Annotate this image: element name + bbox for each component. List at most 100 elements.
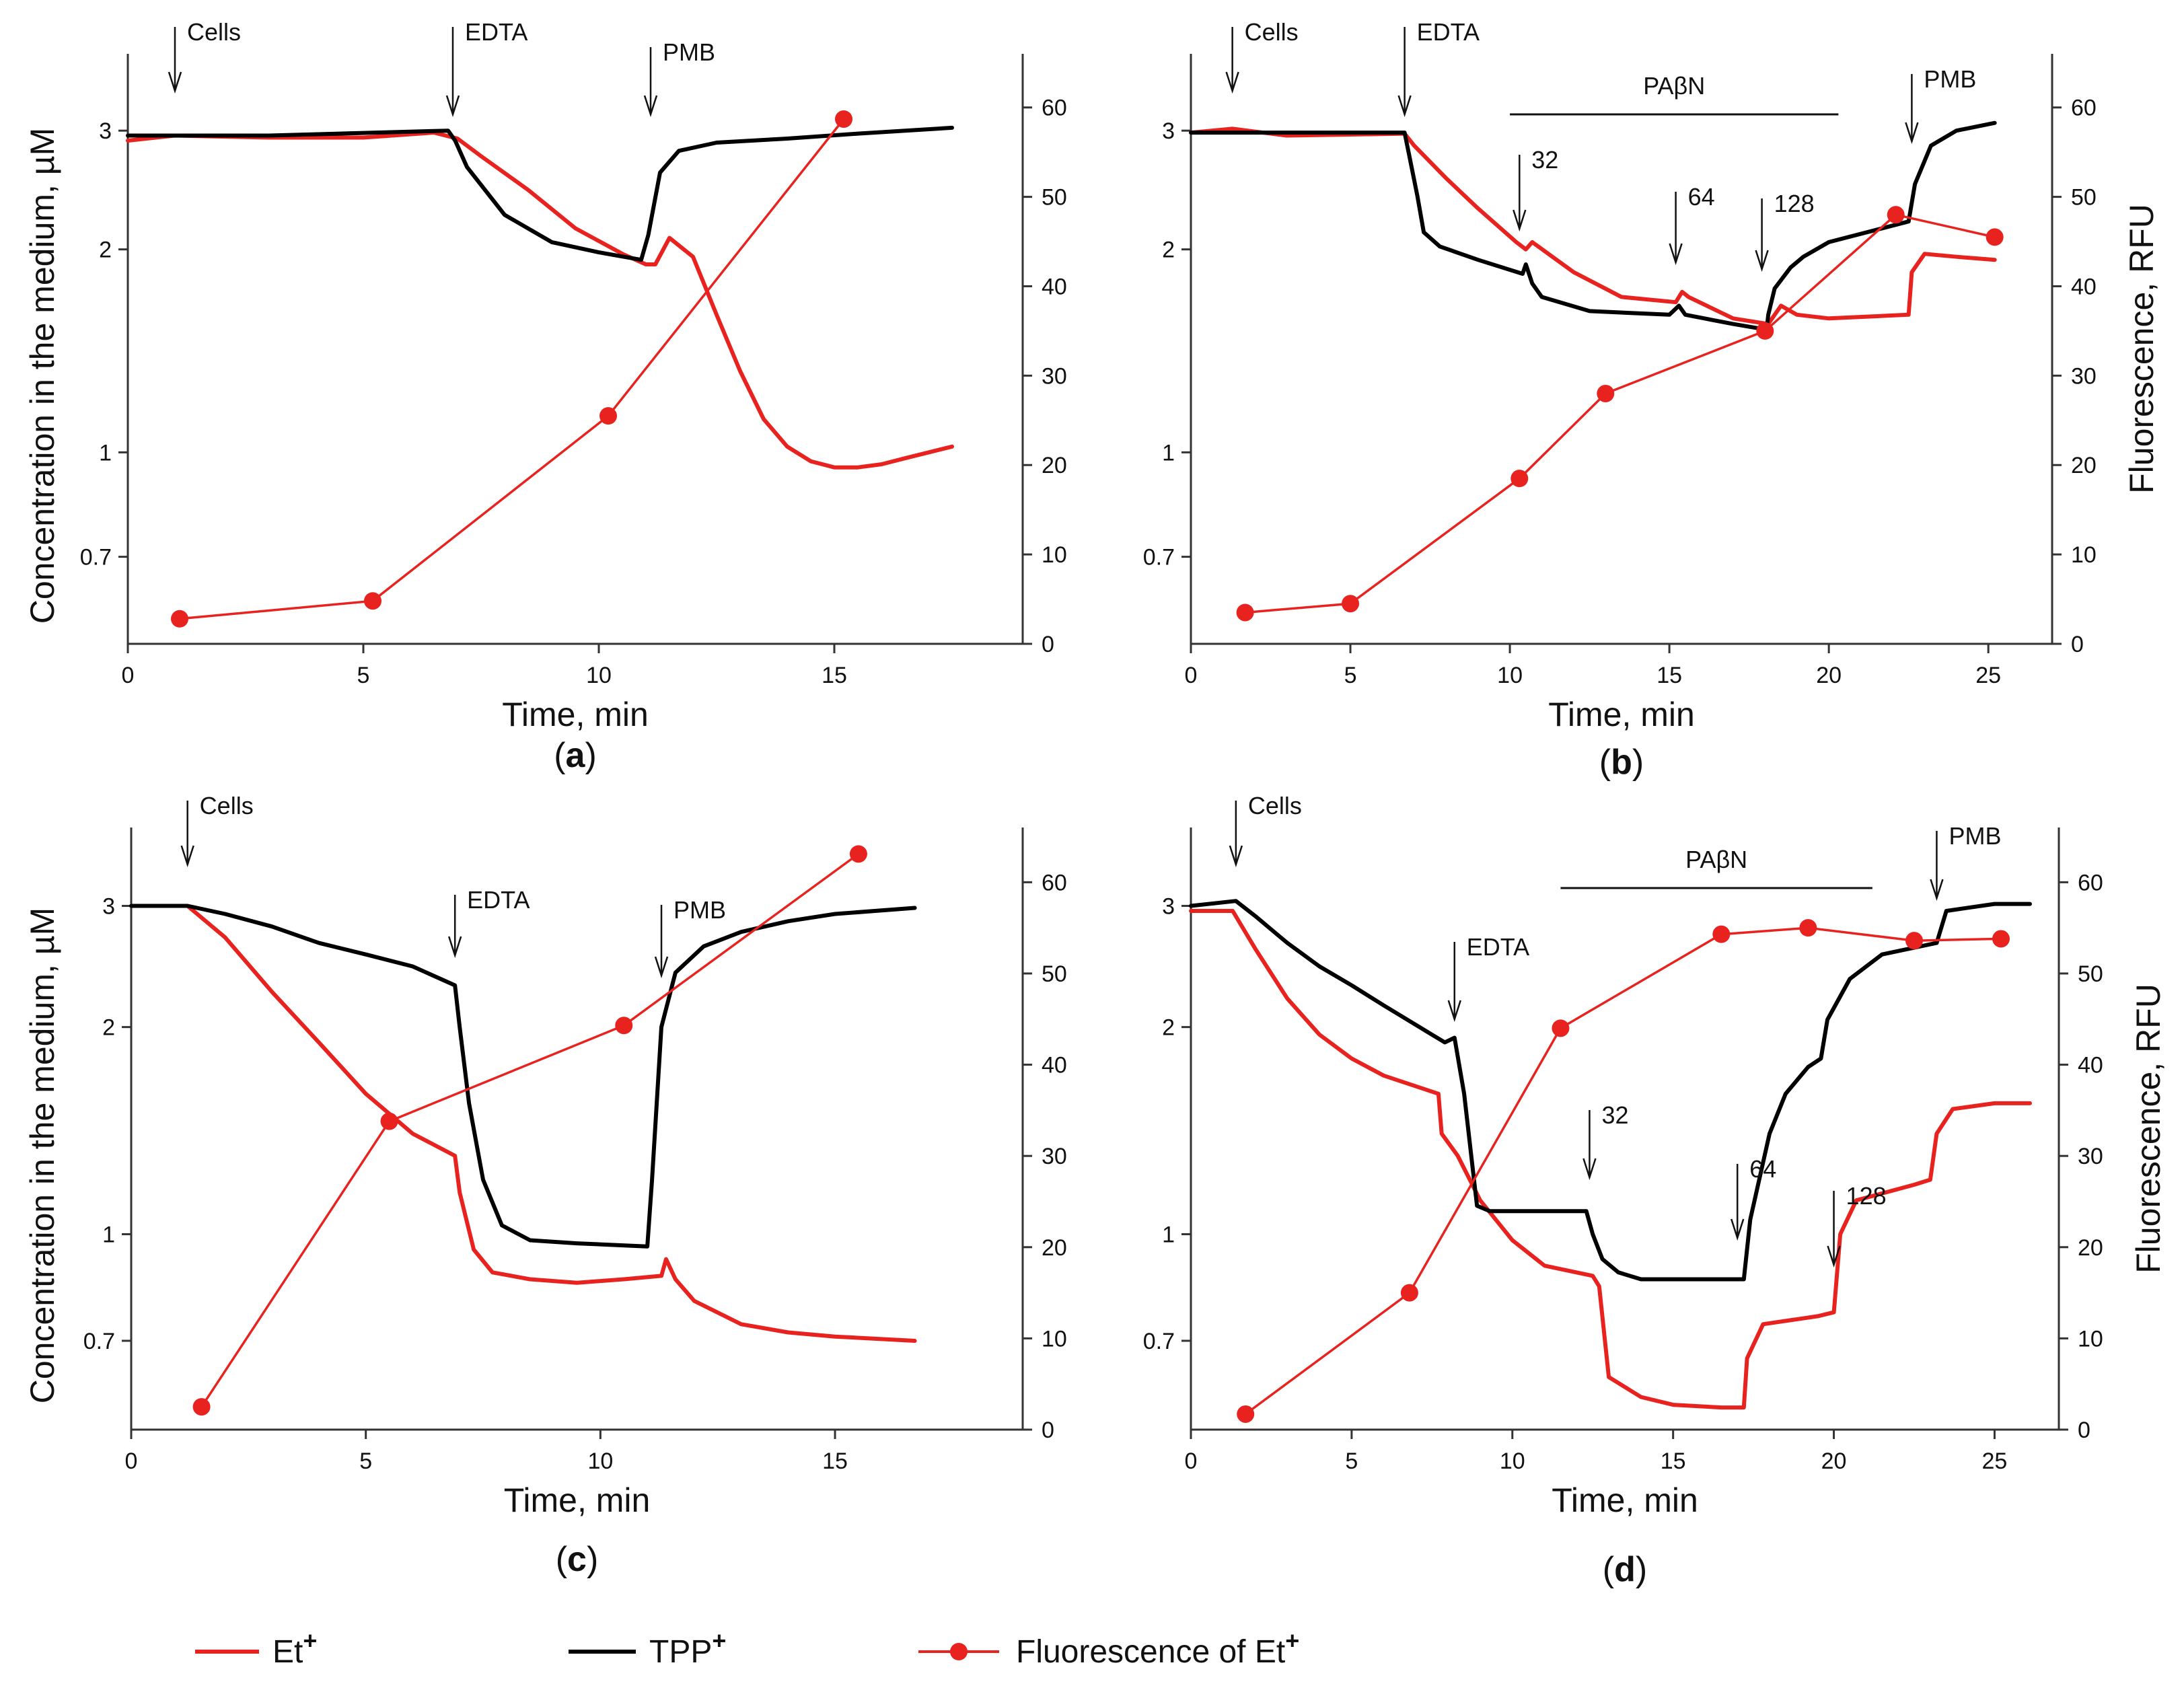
panel-label: (a) — [554, 736, 597, 775]
y-tick-label-right: 50 — [1042, 185, 1067, 211]
y-tick-label-left: 1 — [102, 1222, 115, 1248]
series-et-line — [126, 131, 954, 470]
fluorescence-point — [364, 592, 381, 610]
legend-label-sup: + — [712, 1627, 726, 1654]
y-axis-title-right: Fluorescence, RFU — [2123, 204, 2160, 494]
series-et-line — [1189, 126, 1997, 326]
y-axis-title-left: Concentration in the medium, µM — [24, 908, 61, 1403]
legend-label-et: Et+ — [272, 1627, 317, 1670]
y-tick-label-right: 40 — [2078, 1053, 2103, 1078]
panel-label-open: ( — [554, 736, 566, 775]
x-tick-label: 0 — [125, 1448, 138, 1474]
panel-label-open: ( — [1603, 1550, 1615, 1589]
fluorescence-point — [835, 110, 852, 128]
pabn-label: PAβN — [1643, 72, 1705, 100]
fluorescence-point — [1712, 925, 1731, 943]
x-tick-label: 10 — [1497, 663, 1523, 688]
panel-label-close: ) — [1636, 1550, 1647, 1589]
series-tpp-line — [1189, 120, 1997, 332]
x-tick-label: 25 — [1982, 1448, 2008, 1474]
legend-marker-fluor — [950, 1643, 968, 1660]
annotation-arrow-head — [1827, 1245, 1841, 1268]
x-tick-label: 0 — [122, 663, 135, 688]
x-axis-title: Time, min — [504, 1481, 651, 1519]
annotation-label: PMB — [1949, 822, 2001, 850]
panel-label-letter: c — [567, 1540, 587, 1579]
y-tick-label-left: 2 — [1162, 1015, 1175, 1041]
series-et-line — [1189, 909, 2032, 1410]
y-tick-label-right: 40 — [2071, 274, 2097, 299]
annotation-label: PMB — [1924, 65, 1976, 93]
panel-label: (c) — [556, 1540, 599, 1579]
annotation-label: EDTA — [1417, 18, 1480, 46]
x-axis-title: Time, min — [502, 696, 649, 733]
x-tick-label: 10 — [587, 1448, 613, 1474]
y-tick-label-left: 3 — [1162, 118, 1175, 144]
y-axis-title-left: Concentration in the medium, µM — [24, 128, 61, 624]
legend-label-base: TPP — [649, 1634, 712, 1670]
x-tick-label: 15 — [822, 663, 847, 688]
annotation-label: 32 — [1531, 146, 1558, 174]
legend-label-base: Fluorescence of Et — [1016, 1634, 1285, 1670]
annotation-arrow-head — [180, 845, 194, 868]
y-tick-label-left: 0.7 — [80, 545, 112, 571]
y-tick-label-right: 0 — [2078, 1418, 2090, 1443]
panel-label-open: ( — [1599, 743, 1611, 782]
panel-label: (d) — [1603, 1550, 1647, 1589]
fluorescence-point — [380, 1112, 398, 1130]
annotation-label: PMB — [663, 38, 715, 66]
panel-label: (b) — [1599, 743, 1644, 782]
y-tick-label-left: 1 — [1162, 440, 1175, 466]
y-tick-label-right: 20 — [2071, 453, 2097, 478]
y-tick-label-left: 1 — [99, 440, 112, 466]
annotation-arrow-head — [643, 95, 658, 118]
y-tick-label-left: 0.7 — [1143, 545, 1175, 571]
legend-label-sup: + — [1285, 1627, 1299, 1654]
legend-label-fluor: Fluorescence of Et+ — [1016, 1627, 1299, 1670]
annotation-label: EDTA — [467, 886, 530, 914]
y-tick-label-left: 2 — [99, 237, 112, 263]
y-tick-label-left: 0.7 — [83, 1329, 115, 1354]
series-tpp-line — [129, 904, 917, 1249]
x-tick-label: 15 — [1661, 1448, 1686, 1474]
y-tick-label-right: 10 — [1042, 1326, 1067, 1352]
series-fluor-line — [178, 118, 845, 620]
x-tick-label: 25 — [1975, 663, 2001, 688]
y-tick-label-right: 0 — [1042, 1418, 1054, 1443]
y-tick-label-right: 20 — [1042, 1235, 1067, 1261]
y-tick-label-right: 60 — [2078, 870, 2103, 895]
x-tick-label: 5 — [1345, 1448, 1358, 1474]
x-tick-label: 20 — [1816, 663, 1842, 688]
annotation-arrow-head — [1582, 1158, 1597, 1181]
y-tick-label-right: 10 — [2078, 1326, 2103, 1352]
x-tick-label: 10 — [586, 663, 612, 688]
annotation-label: 64 — [1749, 1155, 1776, 1183]
annotation-arrow-head — [1755, 250, 1769, 272]
fluorescence-point — [1597, 384, 1615, 402]
annotation-arrow-head — [168, 71, 182, 94]
x-tick-label: 5 — [357, 663, 370, 688]
y-tick-label-left: 3 — [99, 118, 112, 144]
x-tick-label: 20 — [1821, 1448, 1847, 1474]
fluorescence-point — [1400, 1284, 1418, 1302]
x-tick-label: 15 — [822, 1448, 848, 1474]
y-tick-label-right: 10 — [2071, 542, 2097, 568]
panel-label-close: ) — [585, 736, 596, 775]
fluorescence-point — [1887, 206, 1905, 224]
y-tick-label-right: 20 — [2078, 1235, 2103, 1261]
y-tick-label-right: 60 — [2071, 96, 2097, 121]
annotation-arrow-head — [1225, 71, 1239, 94]
y-tick-label-right: 30 — [1042, 363, 1067, 389]
x-axis-title: Time, min — [1552, 1481, 1698, 1519]
annotation-arrow-head — [445, 95, 460, 118]
annotation-arrow-head — [1930, 879, 1944, 902]
annotation-arrow-head — [1905, 122, 1919, 145]
legend: Et+ TPP+ Fluorescence of Et+ — [195, 1627, 1299, 1670]
panel-label-close: ) — [1632, 743, 1644, 782]
x-tick-label: 15 — [1657, 663, 1682, 688]
x-tick-label: 0 — [1185, 1448, 1198, 1474]
fluorescence-point — [1992, 930, 2010, 948]
panel-label-open: ( — [556, 1540, 568, 1579]
